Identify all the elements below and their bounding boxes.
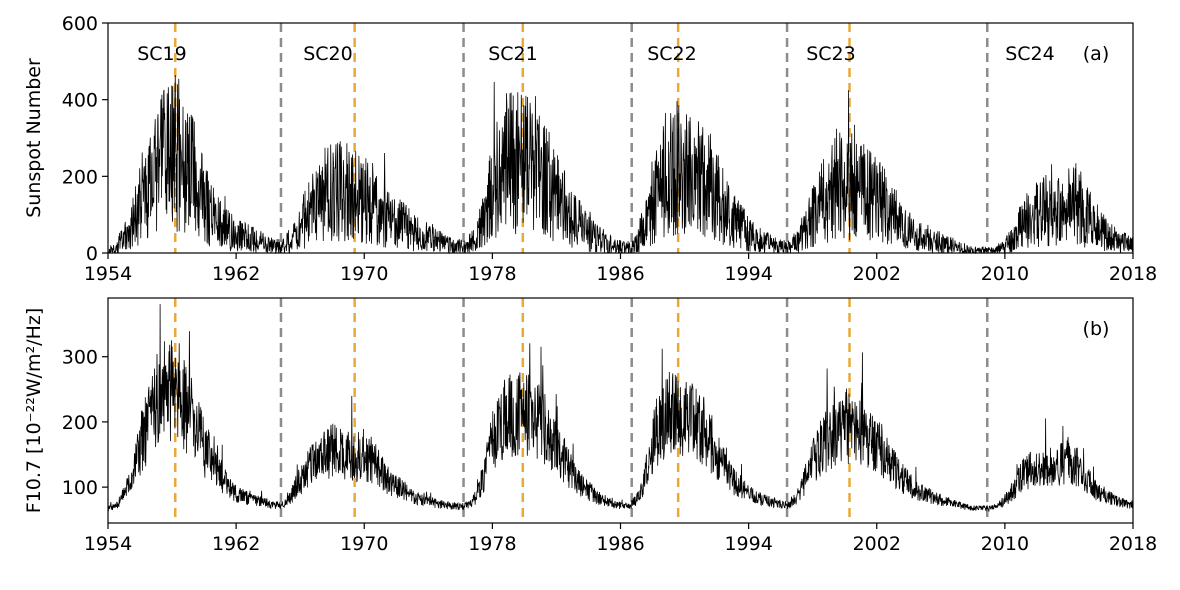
y-tick-label: 400 [62,90,98,112]
y-tick-label: 300 [62,347,98,369]
x-tick-label: 1978 [468,263,516,285]
x-tick-label: 1970 [340,533,388,555]
x-tick-label: 1954 [84,533,132,555]
plot-frame [107,297,1134,524]
cycle-label: SC24 [1005,43,1055,65]
y-tick-label: 0 [86,243,98,265]
x-tick-label: 1986 [596,263,644,285]
panel-label: (b) [1083,318,1110,340]
series-line [107,75,1134,255]
x-tick-label: 1994 [724,533,772,555]
y-tick-label: 200 [62,166,98,188]
x-tick-label: 1954 [84,263,132,285]
y-tick-label: 600 [62,13,98,35]
series-line [107,304,1134,513]
x-tick-label: 1994 [724,263,772,285]
x-tick-label: 2010 [981,533,1029,555]
y-axis-label: Sunspot Number [23,58,45,218]
cycle-label: SC22 [647,43,697,65]
y-axis-label: F10.7 [10⁻²²W/m²/Hz] [23,308,45,514]
y-tick-label: 100 [62,477,98,499]
cycle-label: SC19 [137,43,187,65]
cycle-label: SC23 [806,43,856,65]
x-tick-label: 1962 [212,533,260,555]
x-tick-label: 1970 [340,263,388,285]
cycle-label: SC21 [488,43,538,65]
x-tick-label: 2018 [1109,263,1157,285]
x-tick-label: 2010 [981,263,1029,285]
cycle-label: SC20 [303,43,353,65]
panel-label: (a) [1083,43,1109,65]
plot-frame [107,22,1134,254]
y-tick-label: 200 [62,412,98,434]
x-tick-label: 2002 [853,263,901,285]
x-tick-label: 2018 [1109,533,1157,555]
x-tick-label: 2002 [853,533,901,555]
x-tick-label: 1962 [212,263,260,285]
x-tick-label: 1978 [468,533,516,555]
x-tick-label: 1986 [596,533,644,555]
